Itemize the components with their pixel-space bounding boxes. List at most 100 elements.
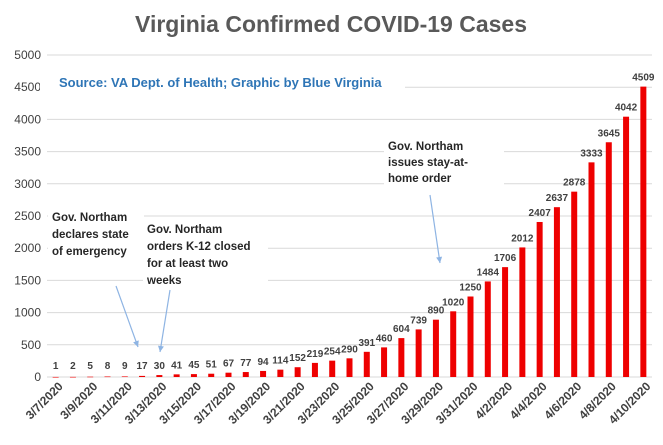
data-label: 5 (87, 361, 93, 372)
data-label: 3333 (580, 148, 603, 159)
data-label: 77 (240, 358, 252, 369)
annotation-text: orders K-12 closed (147, 241, 251, 253)
y-tick-label: 3500 (14, 145, 41, 159)
data-label: 1020 (442, 297, 465, 308)
annotation-arrow (429, 194, 441, 264)
bar (294, 367, 301, 377)
y-tick-label: 4000 (14, 112, 41, 126)
y-tick-label: 2500 (14, 209, 41, 223)
bar (329, 360, 336, 377)
data-label: 890 (428, 306, 445, 317)
x-axis: 3/7/20203/9/20203/11/20203/13/20203/15/2… (23, 379, 654, 427)
annotation: Gov. Northam declares state of emergency (48, 207, 144, 348)
bar (571, 191, 578, 377)
data-label: 1484 (477, 267, 500, 278)
bar (156, 375, 163, 377)
annotation-box (48, 207, 144, 264)
data-label: 2407 (529, 208, 552, 219)
data-label: 9 (122, 361, 128, 372)
data-label: 2012 (511, 233, 534, 244)
bar (398, 338, 405, 377)
y-tick-label: 1000 (14, 306, 41, 320)
bar (139, 375, 146, 377)
bar (277, 369, 284, 377)
data-label: 460 (376, 333, 393, 344)
data-label: 51 (206, 360, 218, 371)
data-label: 2637 (546, 193, 569, 204)
annotation-box (384, 136, 504, 190)
annotation-text: of emergency (52, 246, 127, 258)
annotation: Gov. Northam orders K-12 closed for at lea… (143, 219, 268, 353)
bar (450, 311, 457, 377)
bar (173, 374, 180, 377)
bar (311, 362, 318, 377)
bars (52, 86, 647, 378)
data-label: 45 (188, 360, 200, 371)
data-label: 604 (393, 324, 410, 335)
annotation-text: declares state (52, 229, 129, 241)
bar (381, 347, 388, 377)
y-tick-label: 4500 (14, 80, 41, 94)
bar (484, 281, 491, 377)
data-label: 152 (289, 353, 306, 364)
bar (225, 372, 232, 377)
bar (623, 116, 630, 378)
gridlines (47, 54, 652, 378)
data-label: 3645 (598, 128, 621, 139)
bar (260, 370, 267, 377)
bar (467, 296, 474, 377)
y-tick-label: 3000 (14, 177, 41, 191)
bar (52, 376, 59, 378)
bar (432, 319, 439, 377)
bar (605, 142, 612, 377)
bar (87, 376, 94, 378)
y-tick-label: 0 (34, 370, 41, 384)
bar (104, 376, 111, 378)
y-axis: 0 500 1000 1500 2000 2500 3000 3500 4000 4500 5000 (14, 48, 41, 384)
bar (519, 247, 526, 377)
data-label: 391 (358, 338, 375, 349)
data-label: 4042 (615, 103, 638, 114)
annotation-text: Gov. Northam (388, 141, 463, 153)
data-label: 290 (341, 344, 358, 355)
bar (346, 358, 353, 377)
bar (121, 376, 128, 378)
data-label: 254 (324, 347, 341, 358)
data-label: 1250 (459, 283, 482, 294)
data-label: 219 (307, 349, 324, 360)
bar (242, 372, 249, 377)
source-box (40, 68, 405, 96)
y-tick-label: 500 (21, 338, 41, 352)
bar (536, 221, 543, 377)
data-label: 2 (70, 361, 76, 372)
bar (553, 207, 560, 377)
bar (208, 373, 215, 377)
annotation-arrow (159, 289, 171, 353)
annotation: Gov. Northam issues stay-at-home order (384, 136, 504, 264)
data-label: 17 (137, 361, 149, 372)
source-note: Source: VA Dept. of Health; Graphic by B… (59, 75, 382, 90)
y-tick-label: 1500 (14, 273, 41, 287)
bar (363, 351, 370, 377)
data-label: 1706 (494, 253, 517, 264)
annotation-box (143, 219, 268, 293)
arrowhead-icon (133, 340, 139, 347)
bar (69, 376, 76, 378)
annotation-text: for at least two (147, 258, 228, 270)
bar (415, 329, 422, 377)
data-label: 94 (258, 357, 270, 368)
data-label: 4509 (632, 73, 655, 84)
bar (190, 374, 197, 377)
data-label: 739 (410, 315, 427, 326)
annotation-text: weeks (146, 275, 182, 287)
data-label: 2878 (563, 178, 586, 189)
data-label: 67 (223, 359, 235, 370)
y-tick-label: 2000 (14, 241, 41, 255)
arrowhead-icon (157, 345, 164, 352)
data-label: 8 (105, 361, 111, 372)
annotation-text: issues stay-at- (388, 157, 468, 169)
bar (588, 162, 595, 377)
bar (640, 86, 647, 378)
